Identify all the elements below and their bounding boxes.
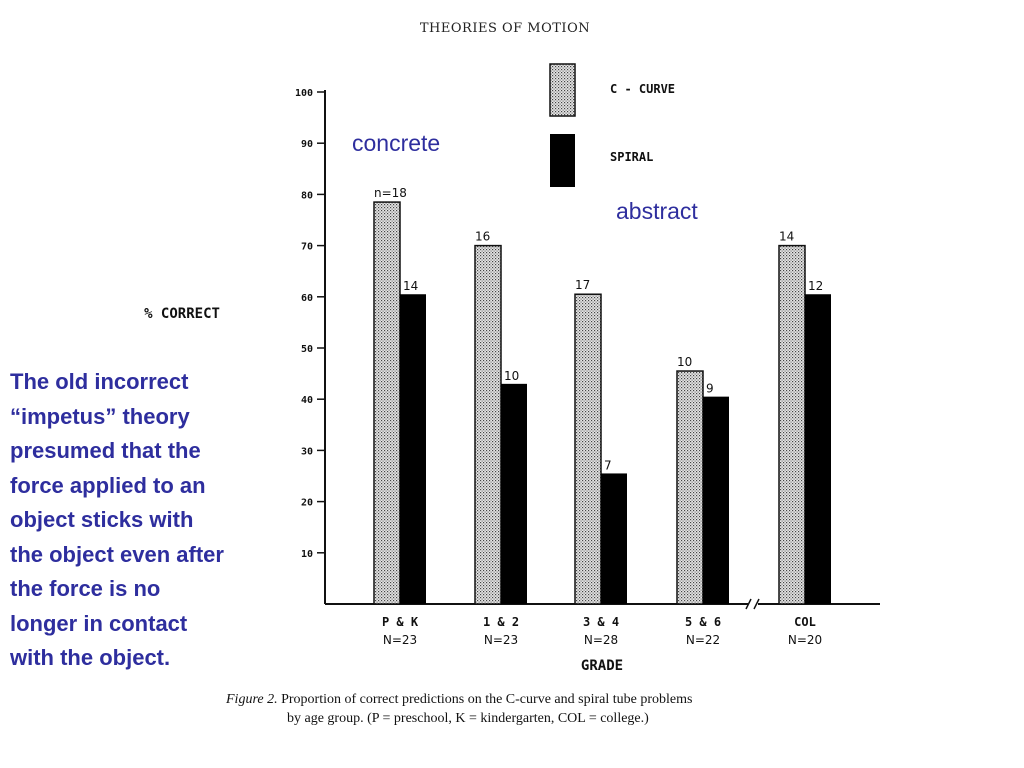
data-label-spiral: 9	[706, 382, 714, 396]
annotation-abstract: abstract	[616, 198, 698, 224]
caption-line-2: by age group. (P = preschool, K = kinder…	[287, 711, 649, 726]
y-tick-label: 60	[301, 293, 313, 304]
bar-c-curve	[574, 293, 602, 605]
note-line: force applied to an	[10, 472, 206, 498]
bar-spiral	[501, 383, 527, 604]
note-line: the force is no	[10, 576, 161, 601]
category-sample-size: N=22	[686, 633, 720, 647]
note-line: the object even after	[10, 541, 224, 567]
note-line: “impetus” theory	[10, 403, 190, 429]
chart-title: THEORIES OF MOTION	[420, 21, 590, 36]
data-label-c-curve: 16	[475, 230, 490, 244]
y-tick-label: 80	[301, 190, 313, 201]
category-sample-size: N=28	[584, 633, 618, 647]
caption-line-1: Figure 2. Proportion of correct predicti…	[225, 692, 692, 707]
legend-swatch-c-curve	[549, 63, 576, 117]
note-line: The old incorrect	[10, 369, 189, 394]
y-tick-label: 70	[301, 242, 313, 253]
legend-label-spiral: SPIRAL	[610, 150, 653, 164]
data-labels: n=18 14 16 10 17 7 10 9 14 12	[374, 186, 823, 472]
caption-text-1: Proportion of correct predictions on the…	[278, 692, 693, 707]
y-axis: 10 20 30 40 50 60 70 80 90 100	[295, 88, 326, 604]
legend-label-c-curve: C - CURVE	[610, 82, 675, 96]
category-sample-size: N=23	[484, 633, 518, 647]
y-tick-label: 50	[301, 344, 313, 355]
data-label-c-curve: n=18	[374, 186, 407, 200]
note-line: with the object.	[10, 645, 171, 670]
bar-spiral	[400, 294, 426, 604]
y-tick-label: 20	[301, 498, 313, 509]
category-label: 3 & 4	[583, 615, 619, 629]
note-line: longer in contact	[10, 610, 188, 636]
bar-c-curve	[474, 244, 502, 605]
category-label: P & K	[382, 615, 419, 629]
category-sample-size: N=23	[383, 633, 417, 647]
note-line: presumed that the	[10, 438, 201, 463]
data-label-spiral: 14	[403, 279, 418, 293]
data-label-c-curve: 10	[677, 355, 692, 369]
legend-swatch-spiral	[550, 134, 575, 187]
data-label-spiral: 7	[604, 458, 612, 472]
category-labels: P & K N=23 1 & 2 N=23 3 & 4 N=28 5 & 6 N=22 COL N…	[382, 615, 822, 647]
figure-caption: Figure 2. Proportion of correct predicti…	[225, 692, 692, 726]
bar-spiral	[805, 294, 831, 604]
data-label-spiral: 10	[504, 369, 519, 383]
bar-c-curve	[778, 244, 806, 605]
category-sample-size: N=20	[788, 633, 822, 647]
axis-break-mark	[745, 598, 752, 610]
annotation-concrete: concrete	[352, 130, 440, 156]
data-label-c-curve: 14	[779, 230, 794, 244]
y-tick-label: 100	[295, 88, 313, 99]
note-line: object sticks with	[10, 507, 194, 532]
data-label-spiral: 12	[808, 279, 823, 293]
y-tick-label: 30	[301, 446, 313, 457]
bar-spiral	[601, 473, 627, 604]
y-tick-label: 40	[301, 395, 313, 406]
impetus-theory-note: The old incorrect “impetus” theory presu…	[10, 365, 295, 676]
y-tick-label: 10	[301, 549, 313, 560]
legend: C - CURVE SPIRAL	[549, 63, 675, 187]
y-tick-label: 90	[301, 139, 313, 150]
axis-break-mark	[753, 598, 760, 610]
category-label: 1 & 2	[483, 615, 519, 629]
category-label: COL	[794, 615, 816, 629]
y-axis-label: % CORRECT	[144, 306, 220, 322]
bar-c-curve	[676, 370, 704, 605]
category-label: 5 & 6	[685, 615, 721, 629]
x-axis-label: GRADE	[581, 658, 623, 674]
caption-lead: Figure 2.	[225, 692, 278, 707]
bar-spiral	[703, 396, 729, 604]
data-label-c-curve: 17	[575, 278, 590, 292]
bars	[373, 201, 831, 605]
bar-c-curve	[373, 201, 401, 605]
